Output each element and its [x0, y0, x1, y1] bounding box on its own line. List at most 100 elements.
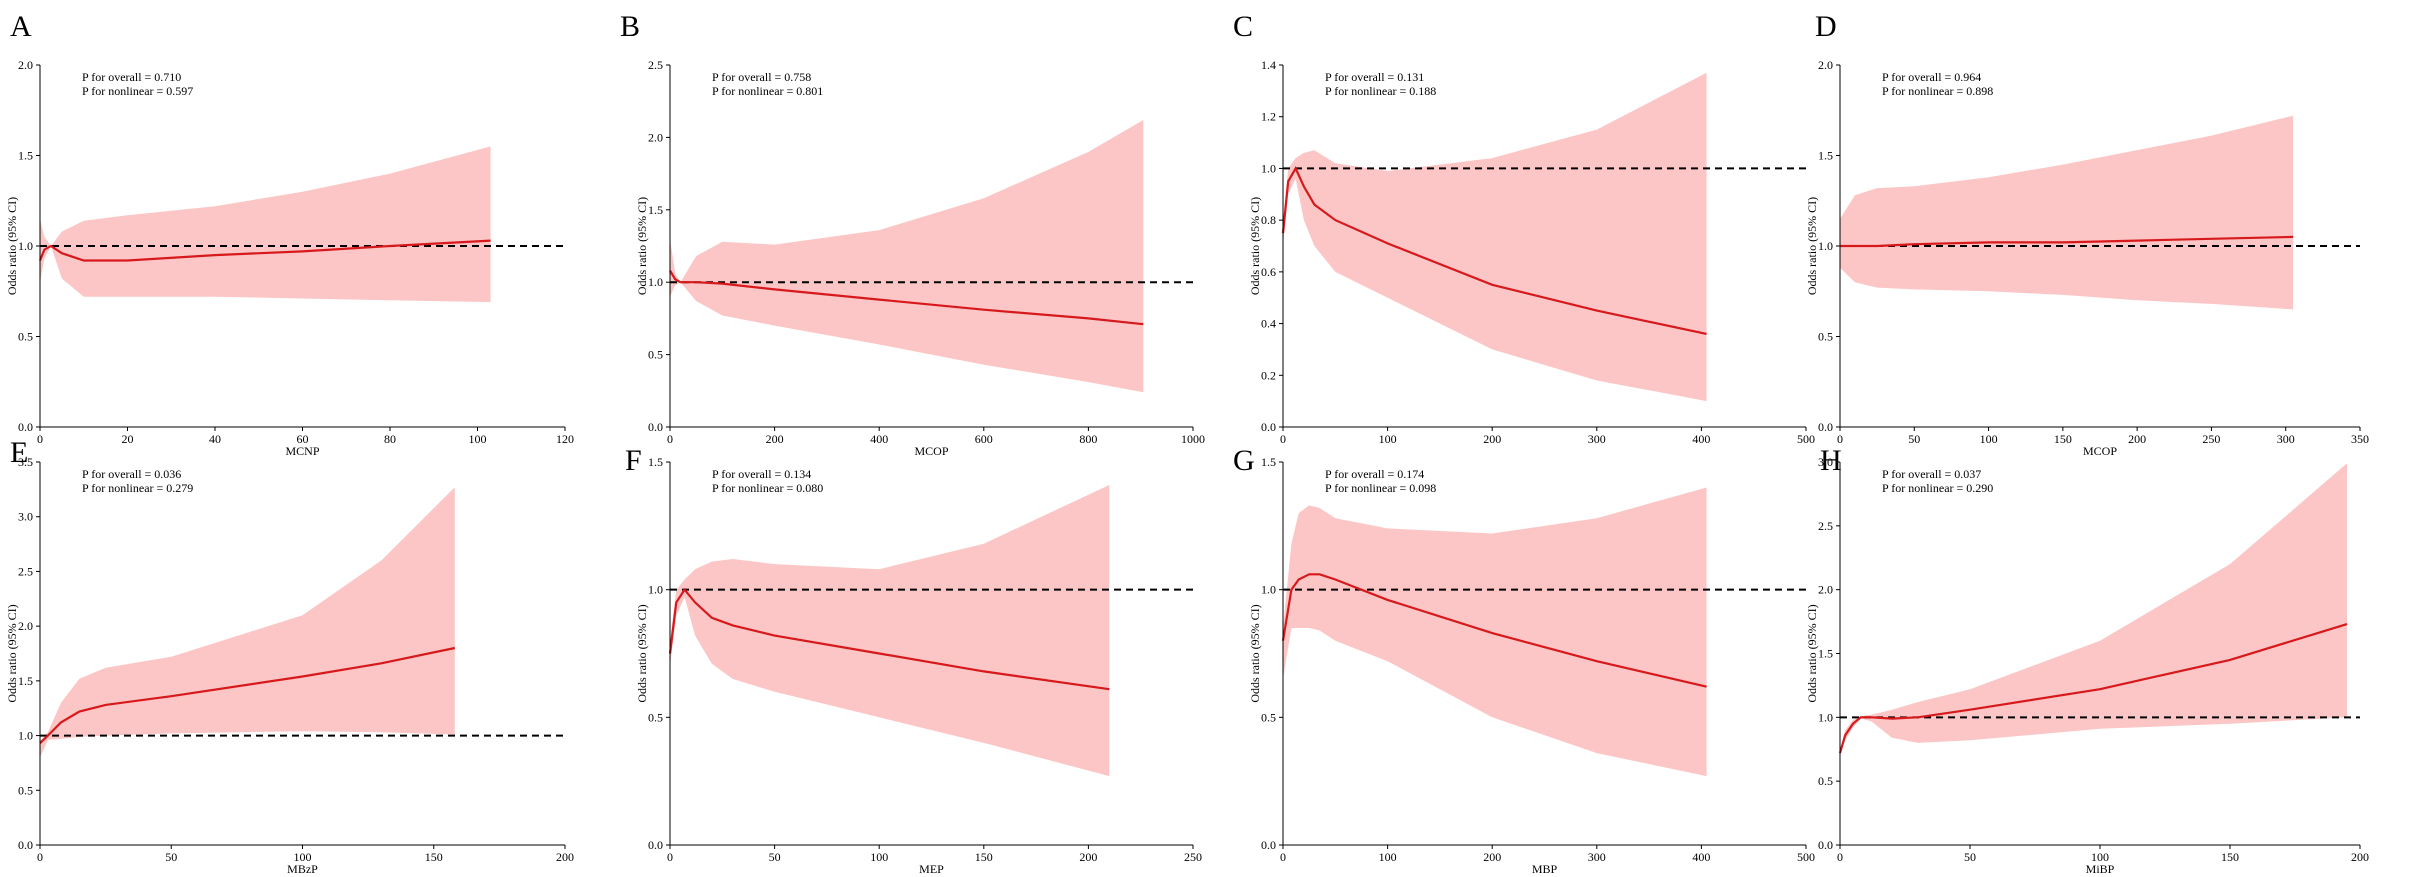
x-axis-title: MEP: [919, 862, 944, 876]
p-nonlinear-text: P for nonlinear = 0.898: [1882, 84, 1993, 98]
x-tick-label: 150: [2054, 432, 2072, 446]
panel-h: H 0.0 0.5 1.0 1.5 2.0 2.5 3.0 0 50 100 150 200 MiBP Od…: [1805, 444, 2369, 876]
p-nonlinear-text: P for nonlinear = 0.080: [712, 481, 823, 495]
x-tick-label: 0: [667, 850, 673, 864]
x-axis-title: MiBP: [2086, 862, 2115, 876]
x-tick-label: 40: [209, 432, 221, 446]
x-tick-label: 0: [37, 432, 43, 446]
y-axis-title: Odds ratio (95% CI): [5, 197, 19, 295]
panel-label: A: [10, 10, 32, 43]
p-nonlinear-text: P for nonlinear = 0.801: [712, 84, 823, 98]
ci-band: [1283, 72, 1707, 402]
x-tick-label: 100: [1980, 432, 1998, 446]
y-tick-label: 0.5: [648, 348, 663, 362]
p-overall-text: P for overall = 0.964: [1882, 70, 1981, 84]
x-tick-label: 0: [1837, 432, 1843, 446]
x-tick-label: 0: [667, 432, 673, 446]
x-tick-label: 200: [1483, 432, 1501, 446]
p-overall-text: P for overall = 0.036: [82, 467, 181, 481]
odds-ratio-curve: [668, 587, 1110, 691]
x-tick-label: 150: [975, 850, 993, 864]
y-axis-title: Odds ratio (95% CI): [1248, 197, 1262, 295]
x-tick-label: 20: [122, 432, 134, 446]
y-tick-label: 2.5: [648, 58, 663, 72]
x-tick-label: 200: [556, 850, 574, 864]
p-nonlinear-text: P for nonlinear = 0.290: [1882, 481, 1993, 495]
x-tick-label: 300: [1588, 850, 1606, 864]
y-tick-label: 1.5: [18, 149, 33, 163]
x-tick-label: 0: [37, 850, 43, 864]
x-axis-title: MCNP: [285, 444, 319, 458]
y-tick-label: 0.5: [1818, 774, 1833, 788]
x-tick-label: 400: [1692, 850, 1710, 864]
y-axis-title: Odds ratio (95% CI): [1805, 604, 1819, 702]
y-tick-label: 1.0: [648, 275, 663, 289]
p-overall-text: P for overall = 0.710: [82, 70, 181, 84]
y-tick-label: 1.0: [18, 239, 33, 253]
y-tick-label: 1.0: [18, 729, 33, 743]
x-axis-title: MBP: [1532, 862, 1558, 876]
p-overall-text: P for overall = 0.037: [1882, 467, 1981, 481]
p-overall-text: P for overall = 0.134: [712, 467, 811, 481]
panel-label: D: [1815, 10, 1837, 43]
y-tick-label: 1.5: [18, 674, 33, 688]
panel-d: D 0.0 0.5 1.0 1.5 2.0 0 50 100 150 200 250 300 350 MCO…: [1805, 10, 2369, 458]
x-tick-label: 50: [1964, 850, 1976, 864]
x-tick-label: 0: [1280, 432, 1286, 446]
y-tick-label: 2.5: [1818, 519, 1833, 533]
x-axis-title: MCOP: [914, 444, 948, 458]
x-tick-label: 100: [2091, 850, 2109, 864]
y-tick-label: 3.0: [1818, 455, 1833, 469]
x-tick-label: 100: [1379, 850, 1397, 864]
y-tick-label: 1.5: [1818, 149, 1833, 163]
y-tick-label: 0.0: [18, 420, 33, 434]
x-tick-label: 150: [425, 850, 443, 864]
panel-a: A 0.0 0.5 1.0 1.5 2.0 0 20 40 60 80 100 120 MCNP Odds …: [5, 10, 574, 458]
y-tick-label: 1.0: [1261, 583, 1276, 597]
ci-band: [40, 487, 455, 758]
y-tick-label: 0.0: [1818, 420, 1833, 434]
x-tick-label: 200: [1079, 850, 1097, 864]
y-tick-label: 0.5: [1818, 330, 1833, 344]
y-axis-title: Odds ratio (95% CI): [635, 197, 649, 295]
y-tick-label: 0.4: [1261, 317, 1276, 331]
y-tick-label: 0.0: [1818, 838, 1833, 852]
odds-ratio-curve: [1838, 623, 2348, 754]
x-tick-label: 50: [1908, 432, 1920, 446]
x-tick-label: 300: [1588, 432, 1606, 446]
x-tick-label: 300: [2277, 432, 2295, 446]
y-tick-label: 3.5: [18, 455, 33, 469]
x-tick-label: 50: [769, 850, 781, 864]
panel-label: H: [1820, 444, 1842, 477]
y-tick-label: 2.0: [1818, 583, 1833, 597]
p-overall-text: P for overall = 0.174: [1325, 467, 1424, 481]
x-tick-label: 100: [294, 850, 312, 864]
x-tick-label: 200: [2128, 432, 2146, 446]
y-tick-label: 0.8: [1261, 213, 1276, 227]
y-tick-label: 0.5: [18, 330, 33, 344]
x-tick-label: 200: [1483, 850, 1501, 864]
x-tick-label: 400: [1692, 432, 1710, 446]
x-tick-label: 50: [165, 850, 177, 864]
x-tick-label: 0: [1837, 850, 1843, 864]
ci-band: [670, 485, 1110, 777]
x-tick-label: 100: [1379, 432, 1397, 446]
x-tick-label: 60: [297, 432, 309, 446]
y-axis-title: Odds ratio (95% CI): [1248, 604, 1262, 702]
p-overall-text: P for overall = 0.131: [1325, 70, 1424, 84]
odds-ratio-curve: [1281, 573, 1707, 688]
y-axis-title: Odds ratio (95% CI): [635, 604, 649, 702]
panel-label: E: [10, 436, 28, 469]
ci-band: [670, 120, 1144, 393]
x-tick-label: 500: [1797, 850, 1815, 864]
y-axis-title: Odds ratio (95% CI): [5, 604, 19, 702]
panel-c: C 0.0 0.2 0.4 0.6 0.8 1.0 1.2 1.4 0 100 200 300 400 50…: [1233, 10, 1815, 446]
odds-ratio-curve: [39, 646, 456, 744]
x-tick-label: 1000: [1181, 432, 1205, 446]
y-tick-label: 0.0: [648, 420, 663, 434]
y-tick-label: 0.0: [18, 838, 33, 852]
x-tick-label: 80: [384, 432, 396, 446]
y-tick-label: 0.6: [1261, 265, 1276, 279]
ci-band: [1840, 115, 2294, 310]
panel-e: E 0.0 0.5 1.0 1.5 2.0 2.5 3.0 3.5 0 50 100 150 200 MBz…: [5, 436, 574, 876]
